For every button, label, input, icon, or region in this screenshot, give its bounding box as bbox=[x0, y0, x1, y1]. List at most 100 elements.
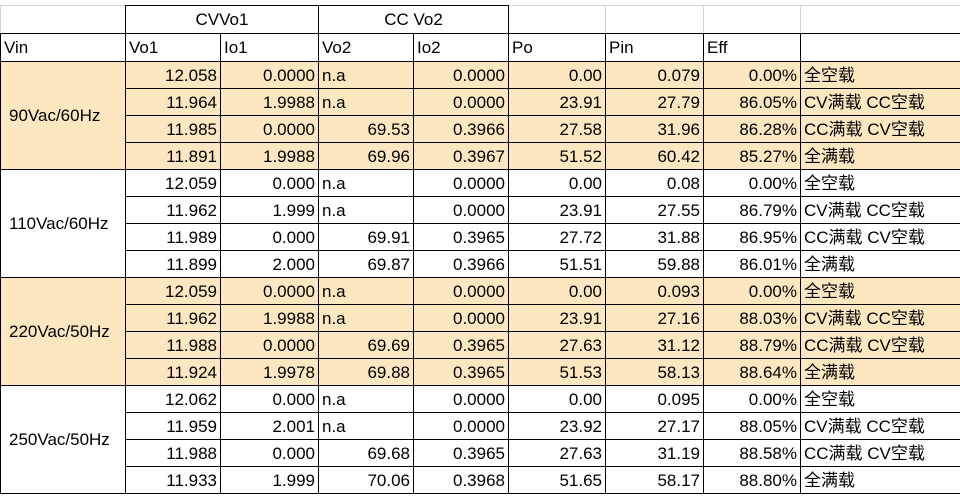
data-row: 11.899 2.000 69.87 0.3966 51.51 59.88 86.01% 全满… bbox=[1, 250, 960, 278]
note-cell: 全满载 bbox=[800, 466, 960, 494]
value-cell: n.a bbox=[318, 88, 414, 116]
header-row: CVVo1 CC Vo2 bbox=[0, 5, 960, 34]
value-cell: 11.933 bbox=[125, 466, 221, 494]
value-cell: 11.988 bbox=[125, 439, 221, 467]
value-cell: 27.58 bbox=[508, 115, 606, 143]
data-row: 11.988 0.000 69.68 0.3965 27.63 31.19 88.58% CC… bbox=[1, 439, 960, 467]
column-header: Po bbox=[508, 33, 606, 62]
value-cell: 0.0000 bbox=[413, 196, 509, 224]
note-cell: CC满载 CV空载 bbox=[800, 115, 960, 143]
value-cell: 0.00% bbox=[703, 385, 801, 413]
value-cell: 0.0000 bbox=[220, 115, 319, 143]
data-row: 11.962 1.9988 n.a 0.0000 23.91 27.16 88.03% CV满… bbox=[1, 304, 960, 332]
value-cell: 69.69 bbox=[318, 331, 414, 359]
value-cell: 60.42 bbox=[605, 142, 704, 170]
value-cell: n.a bbox=[318, 61, 414, 89]
value-cell: 0.0000 bbox=[413, 385, 509, 413]
note-cell: CC满载 CV空载 bbox=[800, 439, 960, 467]
value-cell: 0.3967 bbox=[413, 142, 509, 170]
data-row: 11.891 1.9988 69.96 0.3967 51.52 60.42 85.27% 全… bbox=[1, 142, 960, 170]
value-cell: 1.999 bbox=[220, 466, 319, 494]
blank-cell bbox=[800, 5, 960, 34]
note-cell: 全满载 bbox=[800, 250, 960, 278]
vin-cell: 220Vac/50Hz bbox=[0, 277, 126, 386]
value-cell: 0.0000 bbox=[413, 169, 509, 197]
value-cell: 0.3965 bbox=[413, 331, 509, 359]
note-cell: 全空载 bbox=[800, 385, 960, 413]
column-header: Vin bbox=[0, 33, 126, 62]
value-cell: 0.0000 bbox=[413, 61, 509, 89]
value-cell: 27.16 bbox=[605, 304, 704, 332]
column-header: Io1 bbox=[220, 33, 319, 62]
value-cell: 31.88 bbox=[605, 223, 704, 251]
data-row: 11.924 1.9978 69.88 0.3965 51.53 58.13 88.64% 全… bbox=[1, 358, 960, 386]
value-cell: 0.00 bbox=[508, 277, 606, 305]
value-cell: 51.53 bbox=[508, 358, 606, 386]
value-cell: 12.062 bbox=[125, 385, 221, 413]
value-cell: 27.63 bbox=[508, 331, 606, 359]
value-cell: 69.68 bbox=[318, 439, 414, 467]
value-cell: n.a bbox=[318, 196, 414, 224]
column-header: Vo1 bbox=[125, 33, 221, 62]
blank-cell bbox=[0, 5, 126, 34]
value-cell: 11.989 bbox=[125, 223, 221, 251]
value-cell: 11.924 bbox=[125, 358, 221, 386]
data-row: 250Vac/50Hz 12.062 0.000 n.a 0.0000 0.00 0.095… bbox=[0, 385, 960, 494]
column-header: Io2 bbox=[413, 33, 509, 62]
data-row: 11.933 1.999 70.06 0.3968 51.65 58.17 88.80% 全满… bbox=[1, 466, 960, 494]
column-header: Pin bbox=[605, 33, 704, 62]
column-header: Eff bbox=[703, 33, 801, 62]
data-row: 11.988 0.0000 69.69 0.3965 27.63 31.12 88.79% C… bbox=[1, 331, 960, 359]
value-cell: 0.000 bbox=[220, 385, 319, 413]
value-cell: 23.92 bbox=[508, 412, 606, 440]
value-cell: 1.9988 bbox=[220, 88, 319, 116]
value-cell: 12.058 bbox=[125, 61, 221, 89]
group-header: CVVo1 bbox=[125, 5, 319, 34]
vin-cell: 110Vac/60Hz bbox=[0, 169, 126, 278]
value-cell: 58.13 bbox=[605, 358, 704, 386]
value-cell: 51.51 bbox=[508, 250, 606, 278]
value-cell: 0.093 bbox=[605, 277, 704, 305]
column-header: Vo2 bbox=[318, 33, 414, 62]
value-cell: 0.3965 bbox=[413, 223, 509, 251]
value-cell: 70.06 bbox=[318, 466, 414, 494]
value-cell: 85.27% bbox=[703, 142, 801, 170]
data-row: 90Vac/60Hz 12.058 0.0000 n.a 0.0000 0.00 0.079… bbox=[0, 61, 960, 170]
value-cell: 23.91 bbox=[508, 88, 606, 116]
value-cell: 12.059 bbox=[125, 277, 221, 305]
value-cell: 11.985 bbox=[125, 115, 221, 143]
note-cell: CC满载 CV空载 bbox=[800, 331, 960, 359]
value-cell: 0.0000 bbox=[413, 304, 509, 332]
table-body: CVVo1 CC Vo2 Vin Vo1 Io1 Vo2 Io2 Po Pin Eff 90Vac/… bbox=[0, 5, 960, 494]
value-cell: 88.80% bbox=[703, 466, 801, 494]
value-cell: 1.9988 bbox=[220, 142, 319, 170]
value-cell: 31.96 bbox=[605, 115, 704, 143]
value-cell: 0.3966 bbox=[413, 115, 509, 143]
note-cell: CV满载 CC空载 bbox=[800, 304, 960, 332]
note-cell: 全空载 bbox=[800, 169, 960, 197]
blank-cell bbox=[800, 33, 960, 62]
value-cell: 0.00 bbox=[508, 385, 606, 413]
value-cell: 58.17 bbox=[605, 466, 704, 494]
value-cell: 88.05% bbox=[703, 412, 801, 440]
note-cell: CV满载 CC空载 bbox=[800, 88, 960, 116]
value-cell: 69.53 bbox=[318, 115, 414, 143]
value-cell: 0.095 bbox=[605, 385, 704, 413]
value-cell: 0.00% bbox=[703, 277, 801, 305]
value-cell: 12.059 bbox=[125, 169, 221, 197]
value-cell: 0.00 bbox=[508, 169, 606, 197]
data-row: 11.989 0.000 69.91 0.3965 27.72 31.88 86.95% CC… bbox=[1, 223, 960, 251]
value-cell: n.a bbox=[318, 304, 414, 332]
data-row: 220Vac/50Hz 12.059 0.0000 n.a 0.0000 0.00 0.09… bbox=[0, 277, 960, 386]
value-cell: 88.79% bbox=[703, 331, 801, 359]
value-cell: 2.001 bbox=[220, 412, 319, 440]
value-cell: 86.28% bbox=[703, 115, 801, 143]
group-header: CC Vo2 bbox=[318, 5, 509, 34]
header-row: Vin Vo1 Io1 Vo2 Io2 Po Pin Eff bbox=[0, 33, 960, 62]
data-row: 11.964 1.9988 n.a 0.0000 23.91 27.79 86.05% CV满… bbox=[1, 88, 960, 116]
value-cell: 11.988 bbox=[125, 331, 221, 359]
value-cell: 0.00% bbox=[703, 61, 801, 89]
value-cell: 69.88 bbox=[318, 358, 414, 386]
value-cell: 11.891 bbox=[125, 142, 221, 170]
